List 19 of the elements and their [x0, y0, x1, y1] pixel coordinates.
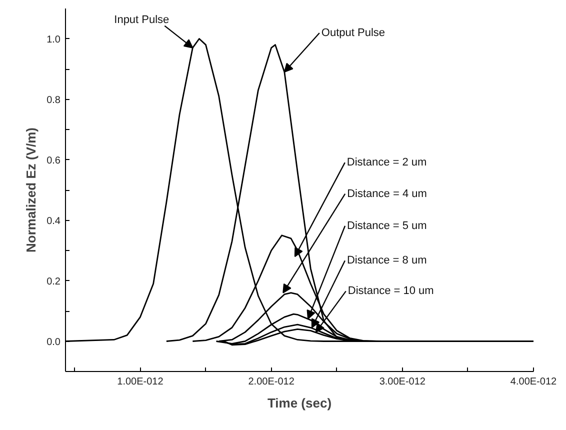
y-tick-label: 0.6 [46, 155, 61, 166]
y-tick-label: 0.2 [46, 276, 61, 288]
annotation: Distance = 4 um [347, 188, 427, 200]
x-axis-title: Time (sec) [267, 396, 332, 410]
annotation: Distance = 2 um [346, 156, 427, 169]
y-tick-label: 0.4 [46, 216, 61, 227]
y-tick-label: 0.0 [46, 336, 61, 348]
annotation: Distance = 8 um [346, 254, 427, 267]
x-tick-label: 2.00E-012 [248, 376, 295, 388]
x-tick-label: 3.00E-012 [379, 376, 426, 388]
annotation: Output Pulse [321, 27, 386, 40]
y-axis-title: Normalized Ez (V/m) [24, 128, 39, 252]
annotation: Distance = 10 um [348, 285, 434, 298]
x-tick-label: 1.00E-012 [117, 376, 164, 388]
annotation: Distance = 5 um [347, 220, 427, 232]
y-tick-label: 0.8 [46, 94, 61, 106]
x-tick-label: 4.00E-012 [510, 376, 558, 388]
annotation: Input Pulse [114, 14, 170, 26]
y-tick-label: 1.0 [46, 34, 61, 46]
